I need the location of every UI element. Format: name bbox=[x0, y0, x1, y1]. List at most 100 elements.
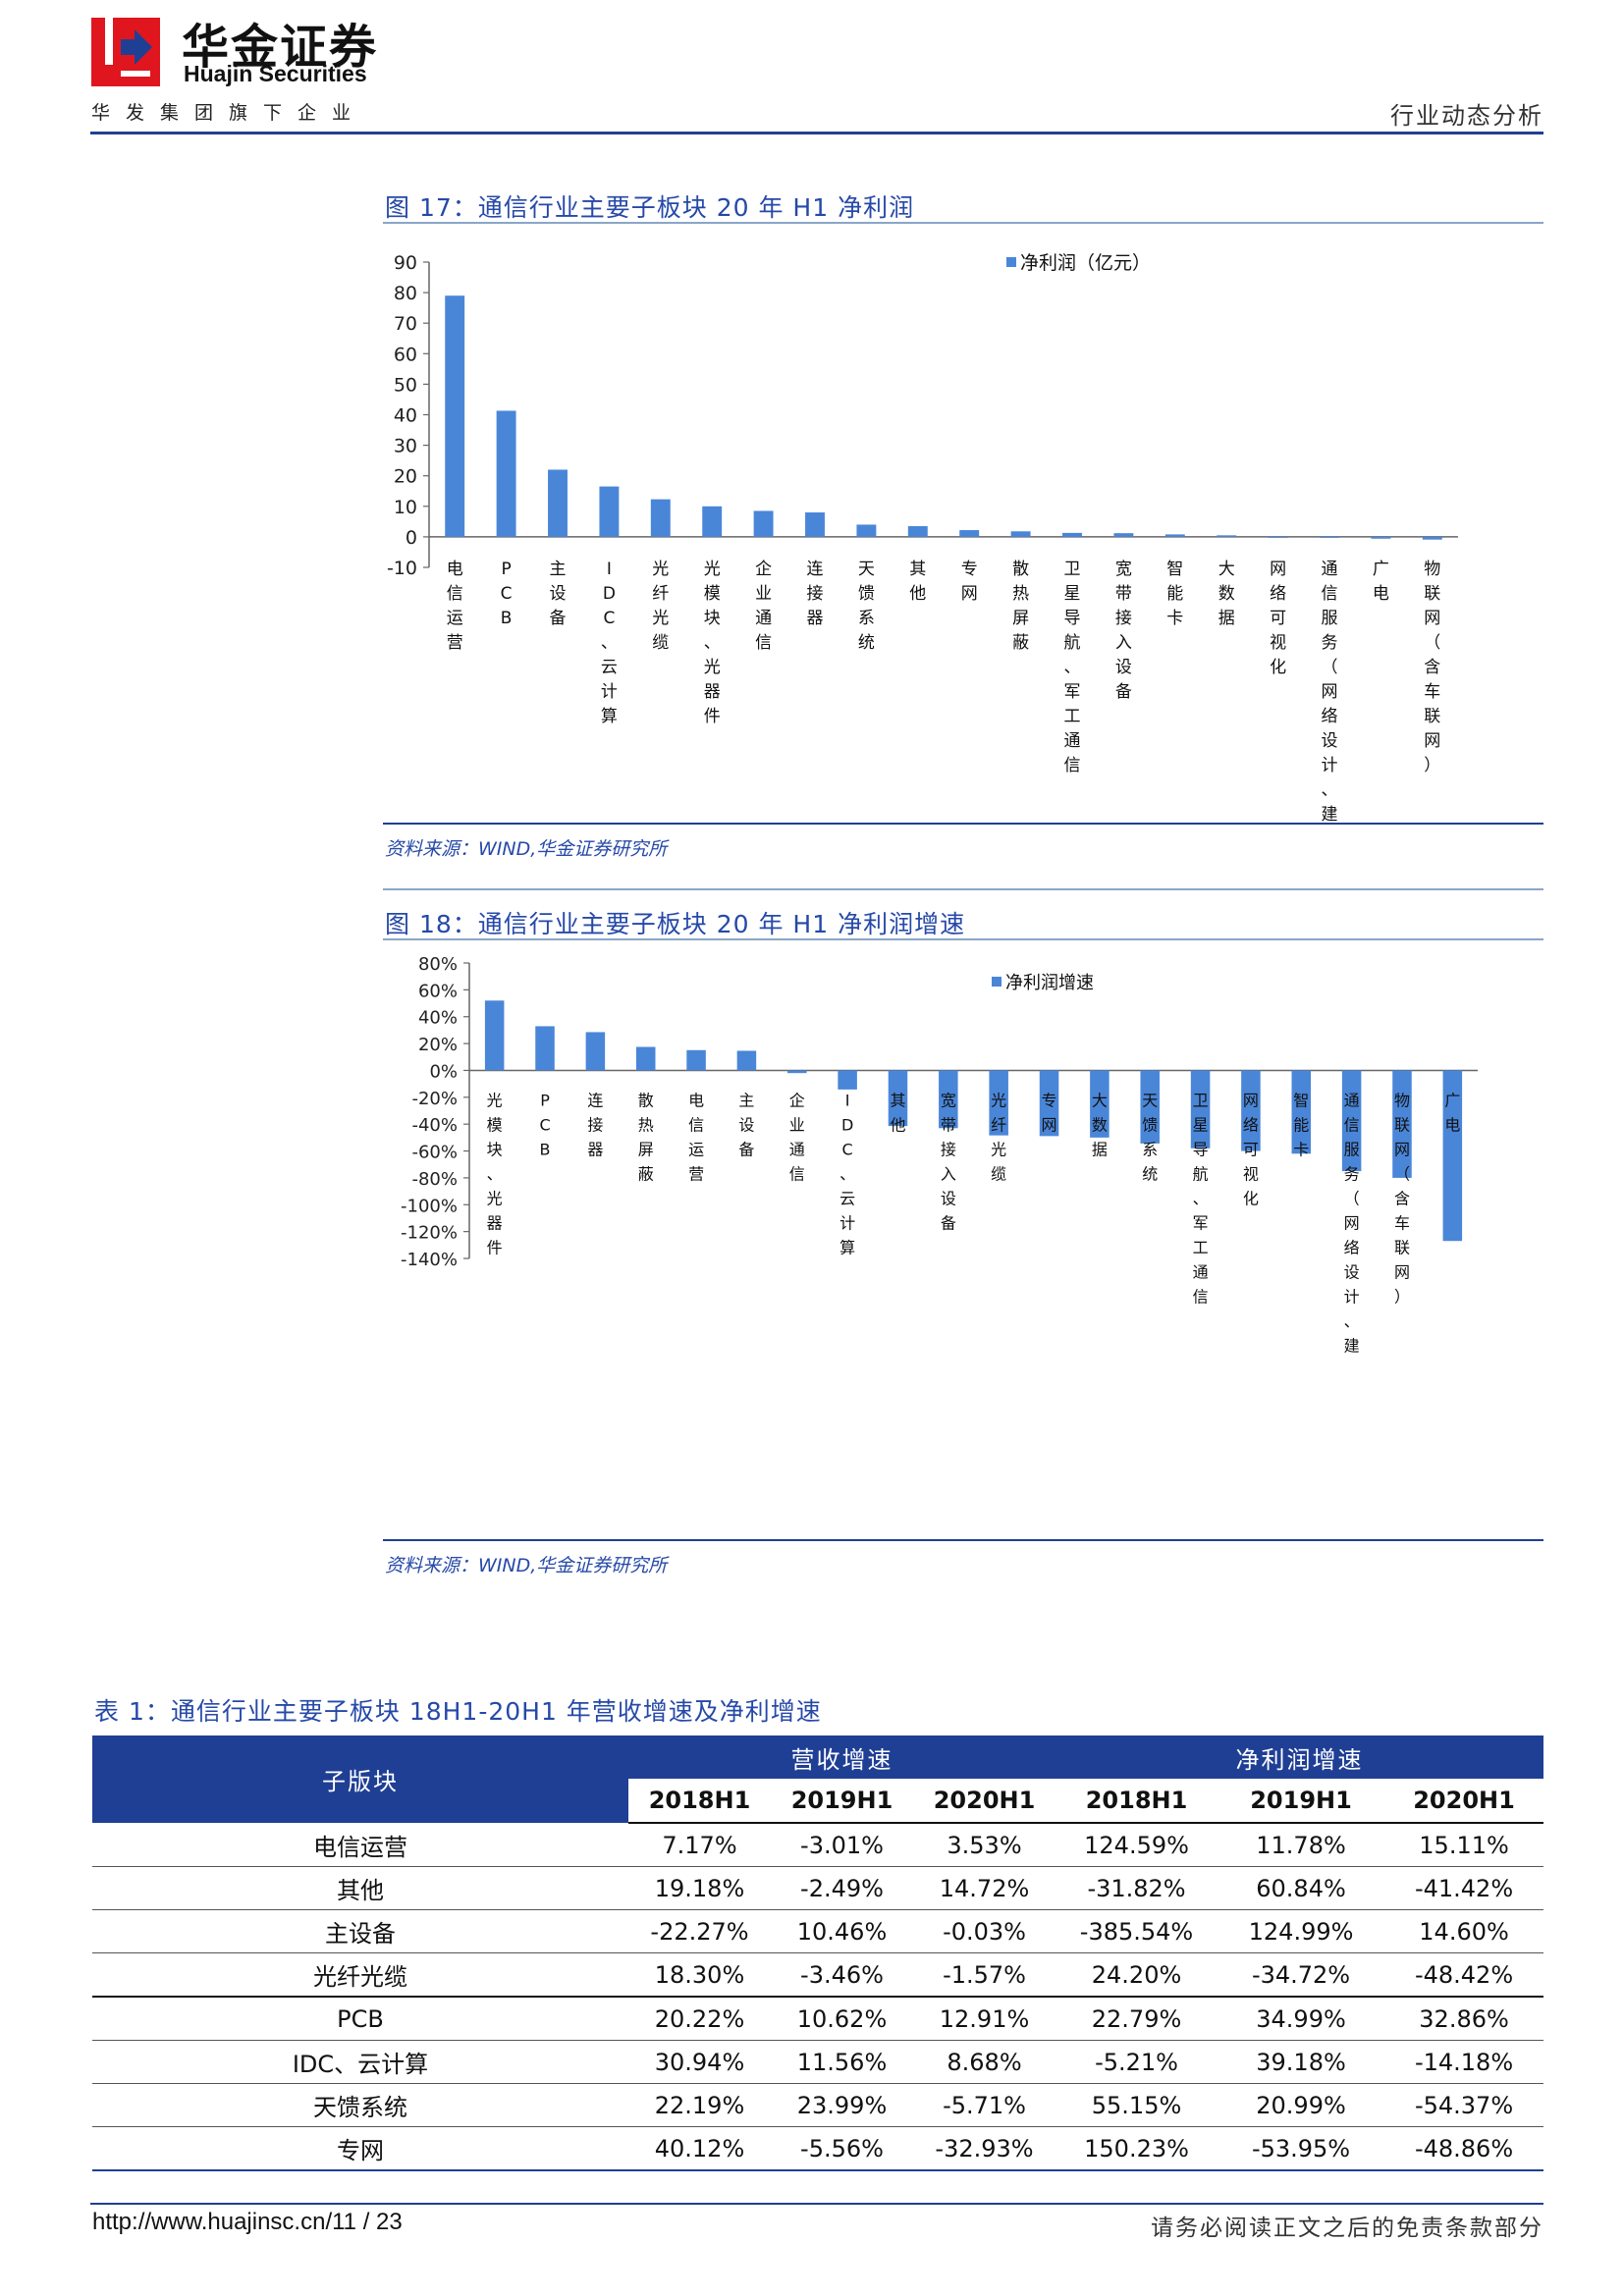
bar bbox=[548, 469, 568, 537]
table-cell-sector: 专网 bbox=[92, 2126, 628, 2171]
table-cell-value: -2.49% bbox=[771, 1866, 913, 1910]
table-cell-value: 55.15% bbox=[1056, 2083, 1218, 2127]
table-cell-value: -3.01% bbox=[771, 1823, 913, 1867]
bar bbox=[1422, 536, 1442, 540]
table-cell-value: 32.86% bbox=[1384, 1997, 1544, 2041]
table-cell-sector: 天馈系统 bbox=[92, 2083, 628, 2127]
y-tick-label: 0% bbox=[429, 1061, 458, 1082]
table-cell-value: 60.84% bbox=[1218, 1866, 1385, 1910]
table-cell-value: 19.18% bbox=[628, 1866, 771, 1910]
bar bbox=[1217, 535, 1237, 537]
table-row: IDC、云计算 30.94% 11.56% 8.68% -5.21% 39.18% -14.… bbox=[92, 2040, 1544, 2084]
x-category-label: 光模块、光器件 bbox=[704, 560, 721, 726]
x-category-label: 电信运营 bbox=[688, 1091, 704, 1183]
table-cell-sector: PCB bbox=[92, 1997, 628, 2041]
x-category-label: 大数据 bbox=[1218, 560, 1235, 628]
bar bbox=[445, 295, 465, 537]
x-category-label: 大数据 bbox=[1092, 1091, 1108, 1158]
table-cell-value: -22.27% bbox=[628, 1909, 771, 1953]
legend-swatch bbox=[992, 977, 1001, 987]
logo-text-en: Huajin Securities bbox=[184, 61, 367, 86]
table-cell-value: 10.62% bbox=[771, 1997, 913, 2041]
x-category-label: I D C 、云计算 bbox=[839, 1091, 855, 1256]
table-cell-value: -53.95% bbox=[1218, 2126, 1385, 2171]
col-header-year: 2020H1 bbox=[1384, 1779, 1544, 1824]
table-cell-value: -31.82% bbox=[1056, 1866, 1218, 1910]
table-cell-value: 18.30% bbox=[628, 1952, 771, 1998]
footer-disclaimer: 请务必阅读正文之后的免责条款部分 bbox=[1151, 2216, 1543, 2241]
y-tick-label: -120% bbox=[401, 1223, 458, 1244]
table-cell-value: 14.72% bbox=[913, 1866, 1056, 1910]
bar bbox=[1268, 536, 1288, 538]
x-category-label: 其他 bbox=[909, 560, 926, 604]
figure-18-title-rule bbox=[383, 938, 1543, 940]
bar bbox=[1140, 1070, 1160, 1144]
figure-17-title-rule bbox=[383, 222, 1543, 224]
logo-icon bbox=[91, 18, 160, 86]
col-header-year: 2019H1 bbox=[1218, 1779, 1385, 1824]
table-cell-value: 7.17% bbox=[628, 1823, 771, 1867]
table-cell-value: -5.21% bbox=[1056, 2040, 1218, 2084]
x-category-label: 连接器 bbox=[587, 1091, 603, 1158]
table-row: 主设备 -22.27% 10.46% -0.03% -385.54% 124.99% 14.… bbox=[92, 1909, 1544, 1953]
table-cell-value: 11.78% bbox=[1218, 1823, 1385, 1867]
table-1-title: 表 1：通信行业主要子板块 18H1-20H1 年营收增速及净利增速 bbox=[94, 1697, 822, 1726]
x-category-label: 物联网（含车联网） bbox=[1394, 1091, 1410, 1306]
y-tick-label: 20 bbox=[394, 466, 417, 488]
col-header-year: 2018H1 bbox=[1056, 1779, 1218, 1824]
x-category-label: 通信服务（网络设计、建设、维护优化） bbox=[1322, 560, 1338, 825]
col-group-profit: 净利润增速 bbox=[1056, 1735, 1544, 1779]
table-cell-value: -5.56% bbox=[771, 2126, 913, 2171]
bar bbox=[1341, 1070, 1362, 1172]
bar bbox=[989, 1070, 1008, 1136]
header-divider bbox=[90, 132, 1543, 134]
col-header-year: 2020H1 bbox=[913, 1779, 1056, 1824]
table-cell-value: 3.53% bbox=[913, 1823, 1056, 1867]
table-row: 光纤光缆 18.30% -3.46% -1.57% 24.20% -34.72% -48.4… bbox=[92, 1952, 1544, 1998]
y-tick-label: -80% bbox=[411, 1169, 458, 1190]
table-cell-value: 11.56% bbox=[771, 2040, 913, 2084]
bar bbox=[1190, 1070, 1211, 1148]
x-category-label: I D C 、云计算 bbox=[601, 560, 618, 726]
x-category-label: 专网 bbox=[961, 560, 978, 604]
table-cell-value: -0.03% bbox=[913, 1909, 1056, 1953]
y-tick-label: 0 bbox=[406, 527, 417, 549]
y-tick-label: 40% bbox=[418, 1008, 458, 1029]
x-category-label: 网络可视化 bbox=[1270, 560, 1286, 677]
table-row: 专网 40.12% -5.56% -32.93% 150.23% -53.95% -48.8… bbox=[92, 2126, 1544, 2171]
x-category-label: 宽带接入设备 bbox=[941, 1091, 956, 1232]
figure-17-source: 资料来源：WIND,华金证券研究所 bbox=[385, 838, 668, 860]
bar bbox=[753, 510, 774, 537]
bar bbox=[1442, 1070, 1463, 1242]
x-category-label: 天馈系统 bbox=[858, 560, 875, 653]
bar bbox=[1039, 1070, 1059, 1137]
y-tick-label: -100% bbox=[401, 1196, 458, 1216]
figure-18-source: 资料来源：WIND,华金证券研究所 bbox=[385, 1555, 668, 1576]
x-category-label: 光纤光缆 bbox=[652, 560, 669, 653]
bar bbox=[702, 506, 723, 537]
x-category-label: 企业通信 bbox=[789, 1091, 805, 1183]
bar bbox=[1010, 531, 1031, 537]
table-cell-value: -5.71% bbox=[913, 2083, 1056, 2127]
bar bbox=[1241, 1070, 1261, 1151]
y-tick-label: 10 bbox=[394, 497, 417, 518]
table-cell-value: 23.99% bbox=[771, 2083, 913, 2127]
bar bbox=[635, 1046, 656, 1071]
x-category-label: 宽带接入设备 bbox=[1115, 560, 1132, 702]
bar bbox=[838, 1070, 857, 1090]
bar bbox=[599, 486, 620, 537]
table-cell-value: 124.59% bbox=[1056, 1823, 1218, 1867]
table-cell-value: 10.46% bbox=[771, 1909, 913, 1953]
report-type: 行业动态分析 bbox=[1390, 102, 1543, 130]
table-cell-value: 124.99% bbox=[1218, 1909, 1385, 1953]
y-tick-label: 30 bbox=[394, 436, 417, 457]
legend-swatch bbox=[1006, 257, 1016, 267]
x-category-label: 广电 bbox=[1444, 1091, 1460, 1134]
table-cell-value: -1.57% bbox=[913, 1952, 1056, 1998]
footer-url: http://www.huajinsc.cn/11 / 23 bbox=[92, 2209, 403, 2235]
col-header-sector: 子版块 bbox=[92, 1735, 628, 1823]
y-tick-label: 50 bbox=[394, 374, 417, 396]
footer-divider bbox=[90, 2203, 1543, 2205]
y-tick-label: 80 bbox=[394, 283, 417, 304]
